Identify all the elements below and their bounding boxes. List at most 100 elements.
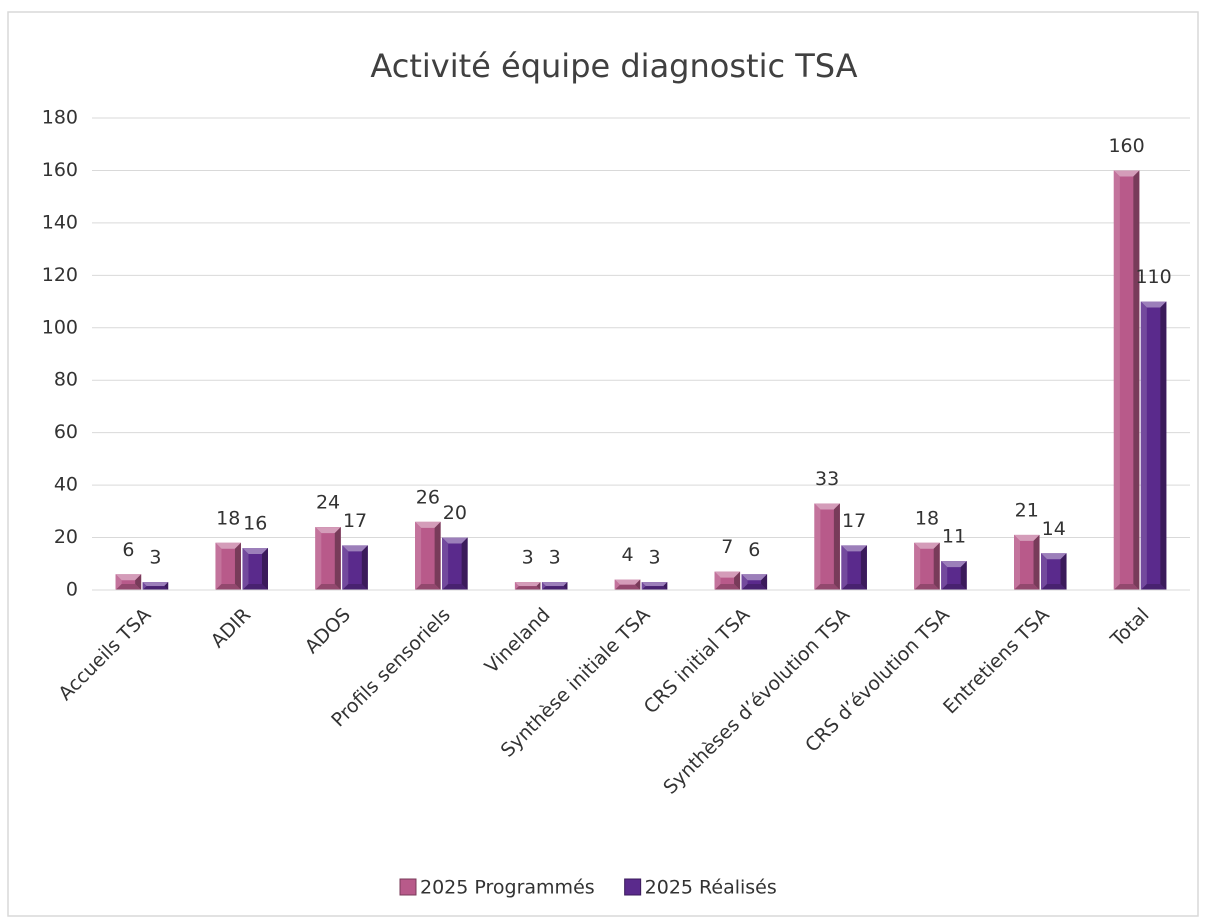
bar-bevel [541,582,546,590]
data-label: 18 [216,507,240,529]
bar-bevel [164,582,169,590]
bar-bevel [960,561,967,590]
data-label: 160 [1108,135,1144,157]
data-label: 21 [1015,499,1039,521]
bar-bevel [442,537,468,544]
bar-bevel [434,521,441,590]
legend-label: 2025 Réalisés [645,877,777,899]
bar-bevel [941,561,948,590]
bar-bevel [1014,534,1021,590]
chart-border [7,11,1199,917]
legend-label: 2025 Programmés [420,877,595,899]
y-tick-label: 120 [42,264,78,286]
bar-bevel [315,584,341,590]
bar-bevel [614,584,641,590]
data-label: 17 [842,510,866,532]
bar-bevel [714,571,741,578]
bar-bevel [734,571,741,590]
bar-bevel [914,584,940,590]
bar-bevel [933,542,940,590]
y-tick-label: 100 [42,316,78,338]
bar-bevel [1060,553,1067,590]
bar-bevel [541,586,568,590]
bar-bevel [641,582,668,587]
bar-bevel [442,584,468,590]
bar-bevel [342,545,349,590]
bar-bevel [1113,170,1140,177]
bar-bevel [1014,534,1040,541]
data-label: 3 [549,547,561,569]
bar-bevel [536,582,541,590]
bar-bevel [1140,301,1167,308]
bar-bevel [563,582,568,590]
bar-bevel [415,584,441,590]
data-label: 20 [443,502,467,524]
bar-bevel [941,584,967,590]
bar-bevel [860,545,867,590]
bar-bevel [215,542,222,590]
bar-bevel [741,574,748,590]
bar-bevel [614,579,641,585]
bar-bevel [215,584,241,590]
bar-bevel [714,584,741,590]
chart-title: Activité équipe diagnostic TSA [370,47,857,85]
bar-bevel [814,503,821,590]
data-label: 4 [621,544,633,566]
bar-bevel [334,527,341,590]
bar-bevel [1140,584,1167,590]
bar-bevel [914,542,940,549]
y-tick-label: 40 [54,474,78,496]
bar-bevel [1160,301,1167,590]
data-label: 18 [915,507,939,529]
bar-bevel [115,574,142,581]
bar-bevel [442,537,449,590]
bar-bevel [115,584,142,590]
bar-bevel [841,584,867,590]
bar-bevel [1041,584,1067,590]
bar-bevel [415,521,441,528]
bar-bevel [142,586,169,590]
y-tick-label: 80 [54,369,78,391]
bar-bevel [234,542,241,590]
bar-bevel [1041,553,1048,590]
bar-bevel [841,545,848,590]
data-label: 6 [748,539,760,561]
legend-swatch [624,878,642,896]
bar-bevel [641,582,646,590]
bar-bevel [814,503,840,510]
data-label: 26 [416,486,440,508]
bar-bevel [814,584,840,590]
data-label: 11 [942,526,966,548]
bar-bevel [833,503,840,590]
bar-bevel [242,548,268,555]
bar-bevel [342,584,368,590]
bar-bevel [415,521,422,590]
bar-bevel [663,582,668,590]
data-label: 14 [1042,518,1066,540]
data-label: 3 [648,547,660,569]
data-label: 33 [815,468,839,490]
bar-bevel [635,579,641,590]
bar-bevel [315,527,322,590]
data-label: 16 [243,513,267,535]
bar-bevel [242,584,268,590]
bar-bevel [1140,301,1147,590]
bar-bevel [115,574,122,590]
data-label: 6 [122,539,134,561]
bar-bevel [514,582,519,590]
bar-bevel [342,545,368,552]
bar-bevel [135,574,142,590]
bar-bevel [261,548,268,590]
bar-bevel [941,561,967,568]
y-tick-label: 60 [54,421,78,443]
bar-bevel [1133,170,1140,590]
data-label: 3 [149,547,161,569]
bar-bevel [714,571,721,590]
bar-bevel [461,537,468,590]
bar-bevel [315,527,341,534]
bar-bevel [514,582,541,587]
bar-bevel [142,582,147,590]
bar-bevel [1014,584,1040,590]
bar-bevel [1033,534,1040,590]
